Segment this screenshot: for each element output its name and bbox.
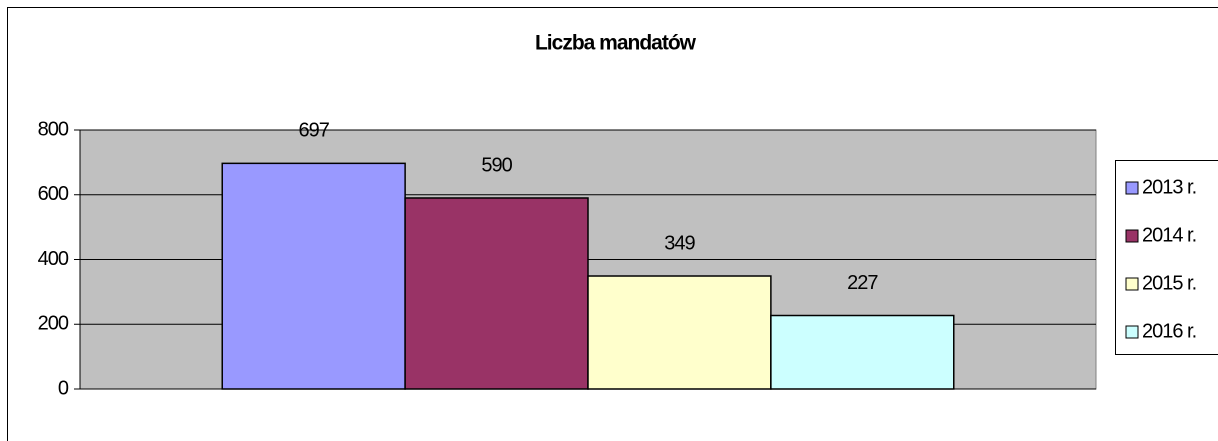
legend (1115, 160, 1218, 355)
legend-label: 2015 r. (1142, 272, 1196, 294)
y-tick-label: 400 (38, 248, 69, 270)
legend-label: 2014 r. (1142, 224, 1196, 246)
legend-swatch (1125, 325, 1139, 339)
y-tick-label: 600 (38, 183, 69, 205)
data-label: 590 (481, 154, 512, 176)
y-tick-label: 0 (58, 377, 69, 399)
bar (221, 162, 406, 390)
bar (587, 275, 772, 390)
data-label: 227 (847, 272, 878, 294)
legend-swatch (1125, 181, 1139, 195)
data-label: 349 (664, 232, 695, 254)
y-tick-label: 200 (38, 313, 69, 335)
legend-swatch (1125, 229, 1139, 243)
data-label: 697 (298, 120, 329, 142)
bar (770, 314, 955, 390)
chart-title: Liczba mandatów (535, 32, 697, 55)
legend-label: 2013 r. (1142, 176, 1196, 198)
bar (404, 197, 589, 390)
legend-label: 2016 r. (1142, 320, 1196, 342)
y-tick-label: 800 (38, 118, 69, 140)
legend-swatch (1125, 277, 1139, 291)
